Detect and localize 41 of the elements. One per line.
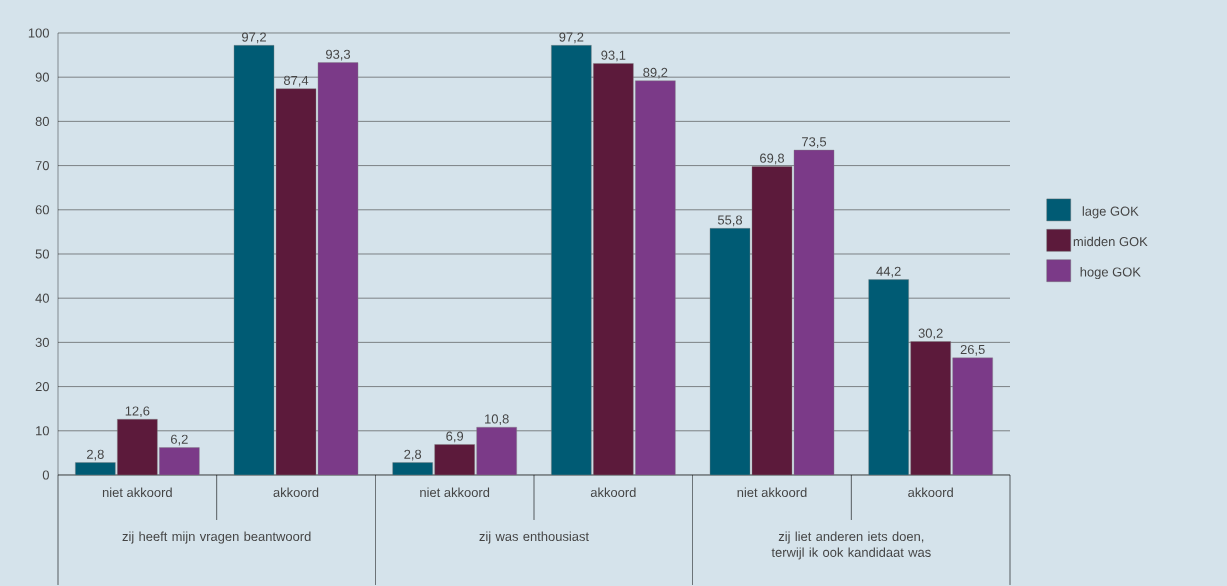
data-label: 2,8 (404, 449, 422, 461)
y-tick-label: 30 (35, 337, 49, 347)
data-label: 93,3 (326, 49, 351, 61)
x-tick-label: akkoord (273, 487, 319, 498)
data-label: 69,8 (760, 153, 785, 165)
data-label: 97,2 (559, 32, 584, 44)
data-label: 30,2 (918, 328, 943, 340)
data-label: 73,5 (802, 137, 827, 148)
data-label: 6,2 (171, 434, 188, 446)
x-tick-label: niet akkoord (420, 487, 490, 498)
x-tick-label: akkoord (590, 487, 636, 498)
legend-label: lage GOK (1082, 206, 1139, 219)
y-tick-label: 10 (36, 426, 49, 436)
y-tick-label: 90 (35, 72, 49, 82)
legend-label: hoge GOK (1080, 267, 1141, 280)
y-tick-label: 80 (35, 116, 49, 126)
y-tick-label: 60 (35, 205, 49, 215)
text: zij heeft mijn vragen beantwoord (122, 531, 311, 544)
data-label: 89,2 (643, 67, 668, 79)
data-label: 26,5 (960, 344, 985, 356)
y-tick-label: 40 (35, 293, 49, 303)
y-tick-label: 100 (28, 28, 49, 38)
data-label: 10,8 (485, 414, 509, 426)
x-tick-label: akkoord (908, 487, 953, 498)
legend-label: midden GOK (1073, 236, 1148, 247)
data-label: 44,2 (876, 266, 901, 278)
data-label: 55,8 (717, 215, 743, 227)
text: zij liet anderen iets doen, terwijl ik ook kandidaat was (771, 531, 931, 560)
data-label: 93,1 (601, 50, 626, 62)
data-label: 97,2 (242, 32, 266, 44)
y-tick-label: 0 (42, 470, 49, 480)
y-tick-label: 70 (35, 161, 49, 171)
text: zij was enthousiast (479, 531, 589, 544)
data-label: 2,8 (87, 449, 104, 461)
y-tick-label: 20 (35, 382, 49, 392)
x-tick-label: niet akkoord (102, 487, 172, 498)
y-tick-label: 50 (35, 249, 49, 259)
x-tick-label: niet akkoord (737, 487, 807, 498)
data-label: 12,6 (125, 406, 150, 418)
data-label: 87,4 (283, 75, 309, 87)
data-label: 6,9 (446, 431, 464, 443)
